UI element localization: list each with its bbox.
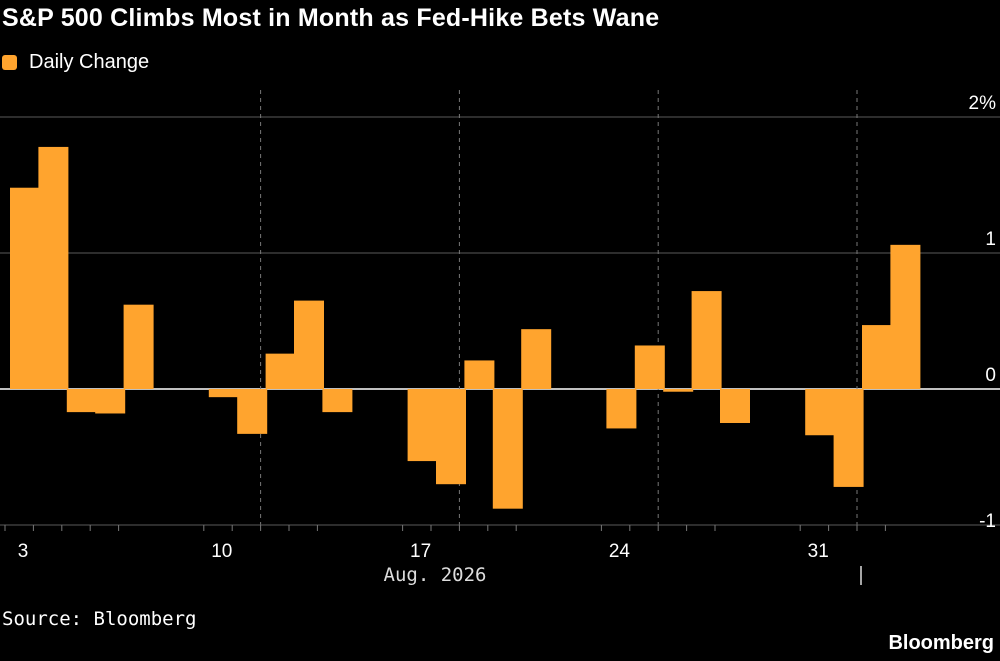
bar xyxy=(691,291,722,389)
x-tick-label: 24 xyxy=(609,541,631,562)
axis-layer xyxy=(0,524,1000,585)
bar xyxy=(265,353,296,389)
chart-title: S&P 500 Climbs Most in Month as Fed-Hike… xyxy=(2,4,660,32)
bar xyxy=(10,187,40,389)
legend-swatch xyxy=(2,55,17,70)
x-axis-month-label: Aug. 2026 xyxy=(384,564,487,586)
bar xyxy=(833,389,864,487)
y-tick-label: 2% xyxy=(969,93,997,114)
x-tick-label: 10 xyxy=(211,541,232,562)
bar-layer xyxy=(10,146,921,509)
bar xyxy=(95,389,126,414)
bar xyxy=(123,304,154,389)
bar xyxy=(606,389,637,429)
y-tick-label: 1 xyxy=(985,229,996,250)
bar xyxy=(436,389,466,485)
bar xyxy=(634,345,665,389)
x-tick-label: 3 xyxy=(18,541,29,562)
bar xyxy=(720,389,750,423)
bar xyxy=(237,389,268,434)
x-tick-label: 31 xyxy=(808,541,829,562)
bar xyxy=(294,300,324,389)
bar xyxy=(407,389,438,462)
source-note: Source: Bloomberg xyxy=(2,608,197,630)
bar xyxy=(805,389,836,436)
legend: Daily Change xyxy=(2,51,149,74)
bar xyxy=(492,389,523,509)
bar xyxy=(890,244,921,389)
bar xyxy=(862,325,892,389)
bar xyxy=(521,329,552,389)
bloomberg-logo: Bloomberg xyxy=(888,632,994,654)
x-tick-label: 17 xyxy=(410,541,431,562)
bar xyxy=(208,389,239,398)
bar xyxy=(66,389,97,413)
y-tick-label: 0 xyxy=(985,365,996,386)
bar xyxy=(663,389,694,392)
bar xyxy=(38,146,69,389)
bar xyxy=(322,389,353,413)
legend-label: Daily Change xyxy=(29,51,150,73)
bar xyxy=(464,360,495,389)
y-tick-label: -1 xyxy=(979,511,996,532)
